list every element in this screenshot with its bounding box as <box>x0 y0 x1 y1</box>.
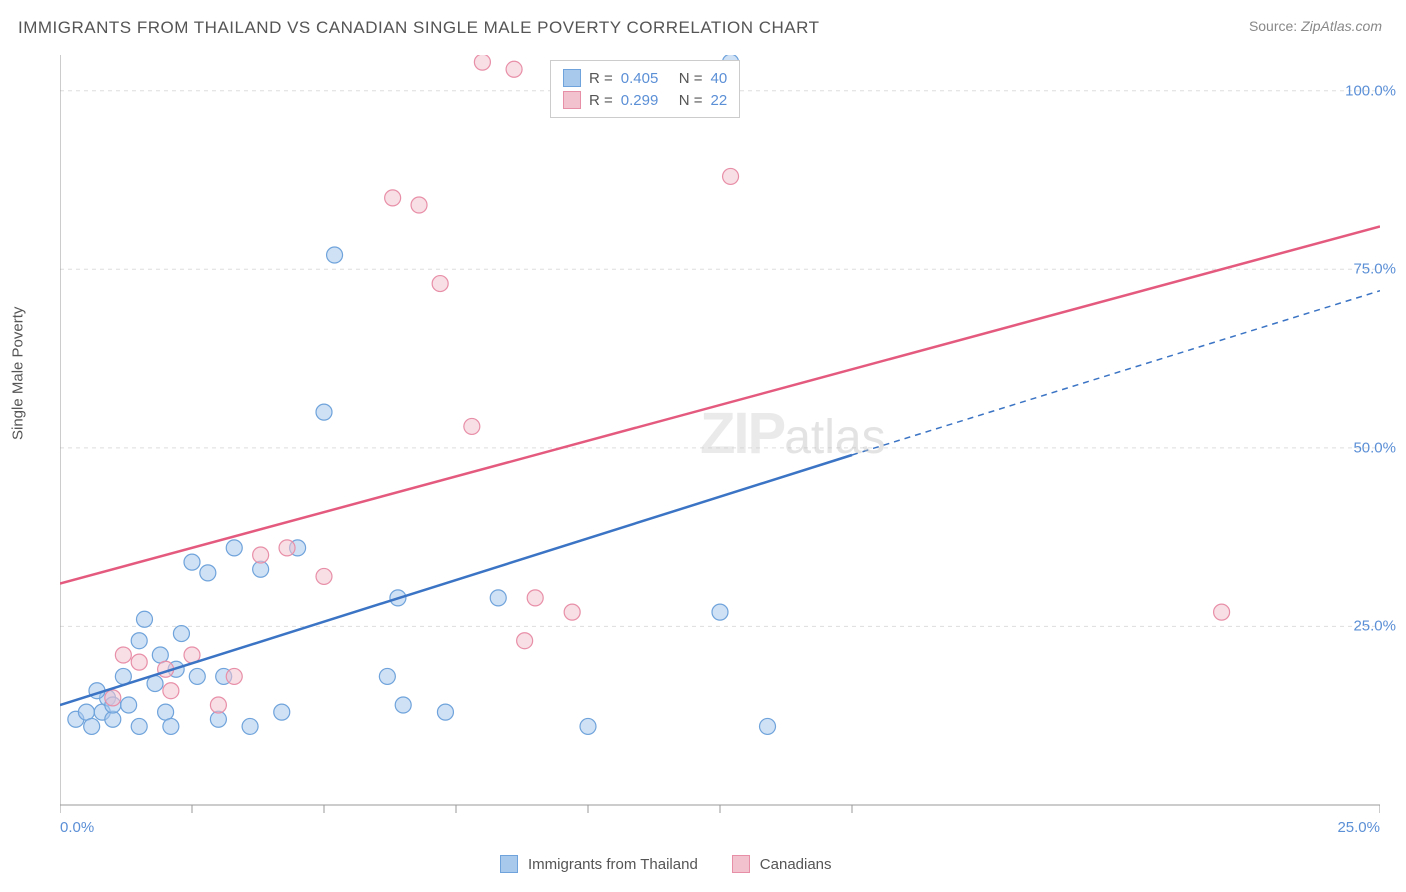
legend-series-label: Immigrants from Thailand <box>528 856 698 873</box>
y-tick-label: 25.0% <box>1353 618 1396 635</box>
r-value: 0.299 <box>621 92 671 109</box>
legend-swatch <box>732 855 750 873</box>
n-value: 22 <box>711 92 728 109</box>
legend-swatch <box>500 855 518 873</box>
legend-bottom: Immigrants from Thailand Canadians <box>500 855 856 873</box>
n-label: N = <box>679 92 703 109</box>
source-value: ZipAtlas.com <box>1301 18 1382 34</box>
legend-stat-row: R = 0.405 N = 40 <box>563 67 727 89</box>
source-credit: Source: ZipAtlas.com <box>1249 18 1382 34</box>
y-tick-label: 100.0% <box>1345 82 1396 99</box>
plot-area: ZIPatlas R =0.405N =40R =0.299N =22 <box>60 55 1380 825</box>
legend-stats-box: R = 0.405 N = 40 R = 0.299 N = 22 <box>550 60 740 118</box>
y-tick-label: 50.0% <box>1353 439 1396 456</box>
r-label: R = <box>589 92 613 109</box>
x-tick-label: 25.0% <box>1337 819 1380 836</box>
n-value: 40 <box>711 70 728 87</box>
legend-swatch <box>563 69 581 87</box>
r-value: 0.405 <box>621 70 671 87</box>
chart-title: IMMIGRANTS FROM THAILAND VS CANADIAN SIN… <box>18 18 820 38</box>
scatter-chart <box>60 55 1380 825</box>
n-label: N = <box>679 70 703 87</box>
r-label: R = <box>589 70 613 87</box>
legend-swatch <box>563 91 581 109</box>
source-label: Source: <box>1249 18 1297 34</box>
y-axis-label: Single Male Poverty <box>10 307 27 440</box>
legend-stat-row: R = 0.299 N = 22 <box>563 89 727 111</box>
x-tick-label: 0.0% <box>60 819 94 836</box>
y-tick-label: 75.0% <box>1353 261 1396 278</box>
legend-series-label: Canadians <box>760 856 832 873</box>
